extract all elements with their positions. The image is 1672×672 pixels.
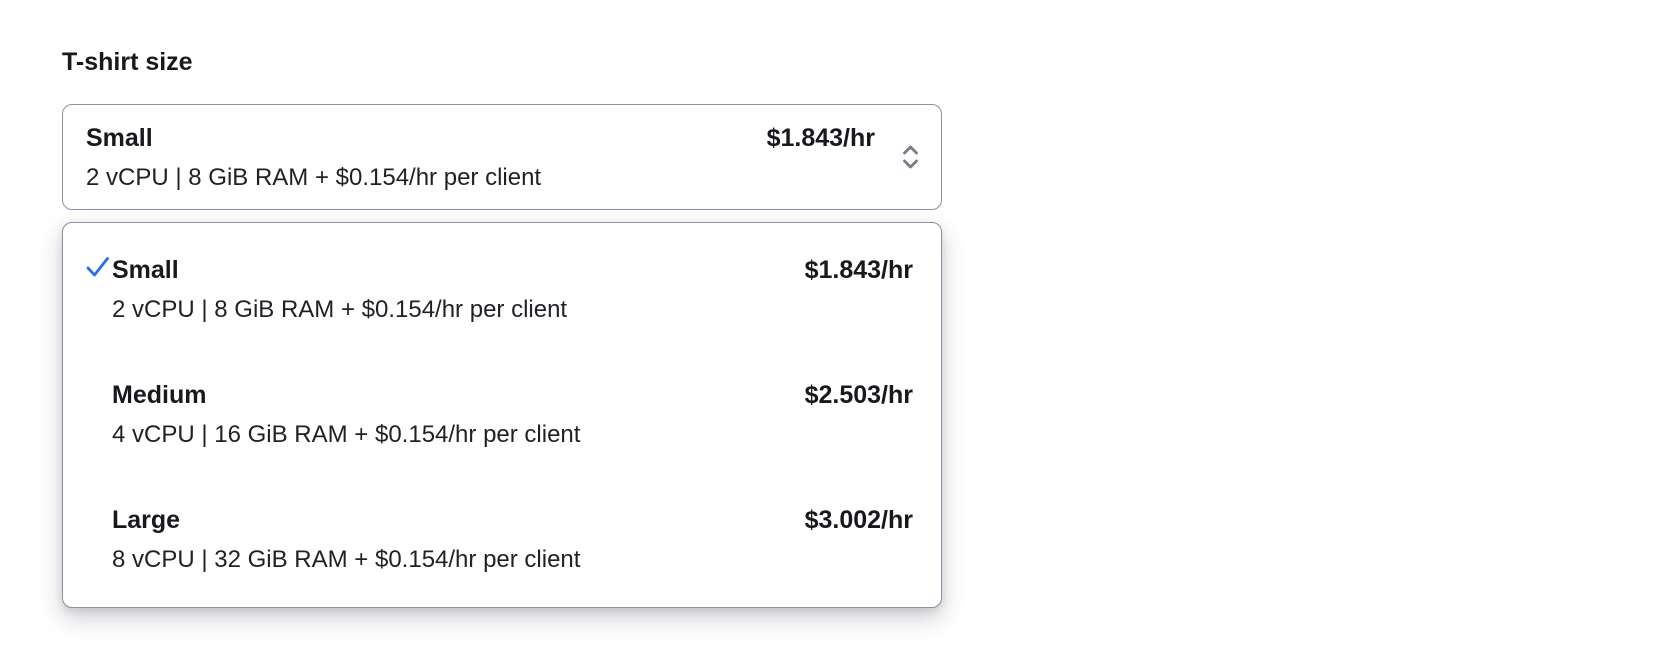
option-price: $3.002/hr bbox=[804, 506, 913, 534]
option-medium[interactable]: Medium $2.503/hr 4 vCPU | 16 GiB RAM + $… bbox=[86, 375, 913, 455]
check-placeholder bbox=[86, 375, 112, 381]
check-placeholder bbox=[86, 500, 112, 506]
option-price: $2.503/hr bbox=[804, 381, 913, 409]
option-small[interactable]: Small $1.843/hr 2 vCPU | 8 GiB RAM + $0.… bbox=[86, 250, 913, 330]
selected-option-row: Small $1.843/hr bbox=[86, 118, 875, 158]
option-large[interactable]: Large $3.002/hr 8 vCPU | 32 GiB RAM + $0… bbox=[86, 500, 913, 580]
chevron-up-down-icon bbox=[900, 143, 921, 171]
field-label: T-shirt size bbox=[62, 48, 193, 76]
size-options-dropdown: Small $1.843/hr 2 vCPU | 8 GiB RAM + $0.… bbox=[62, 222, 942, 608]
option-description: 4 vCPU | 16 GiB RAM + $0.154/hr per clie… bbox=[112, 421, 581, 448]
option-description: 2 vCPU | 8 GiB RAM + $0.154/hr per clien… bbox=[112, 296, 568, 323]
option-price: $1.843/hr bbox=[804, 256, 913, 284]
option-name: Large bbox=[112, 506, 181, 534]
tshirt-size-select[interactable]: Small $1.843/hr 2 vCPU | 8 GiB RAM + $0.… bbox=[62, 104, 942, 210]
selected-option-price: $1.843/hr bbox=[766, 124, 875, 152]
selected-option-description: 2 vCPU | 8 GiB RAM + $0.154/hr per clien… bbox=[86, 164, 542, 191]
check-icon bbox=[86, 250, 112, 278]
option-name: Small bbox=[112, 256, 179, 284]
option-description: 8 vCPU | 32 GiB RAM + $0.154/hr per clie… bbox=[112, 546, 581, 573]
option-name: Medium bbox=[112, 381, 207, 409]
selected-option-name: Small bbox=[86, 124, 153, 152]
